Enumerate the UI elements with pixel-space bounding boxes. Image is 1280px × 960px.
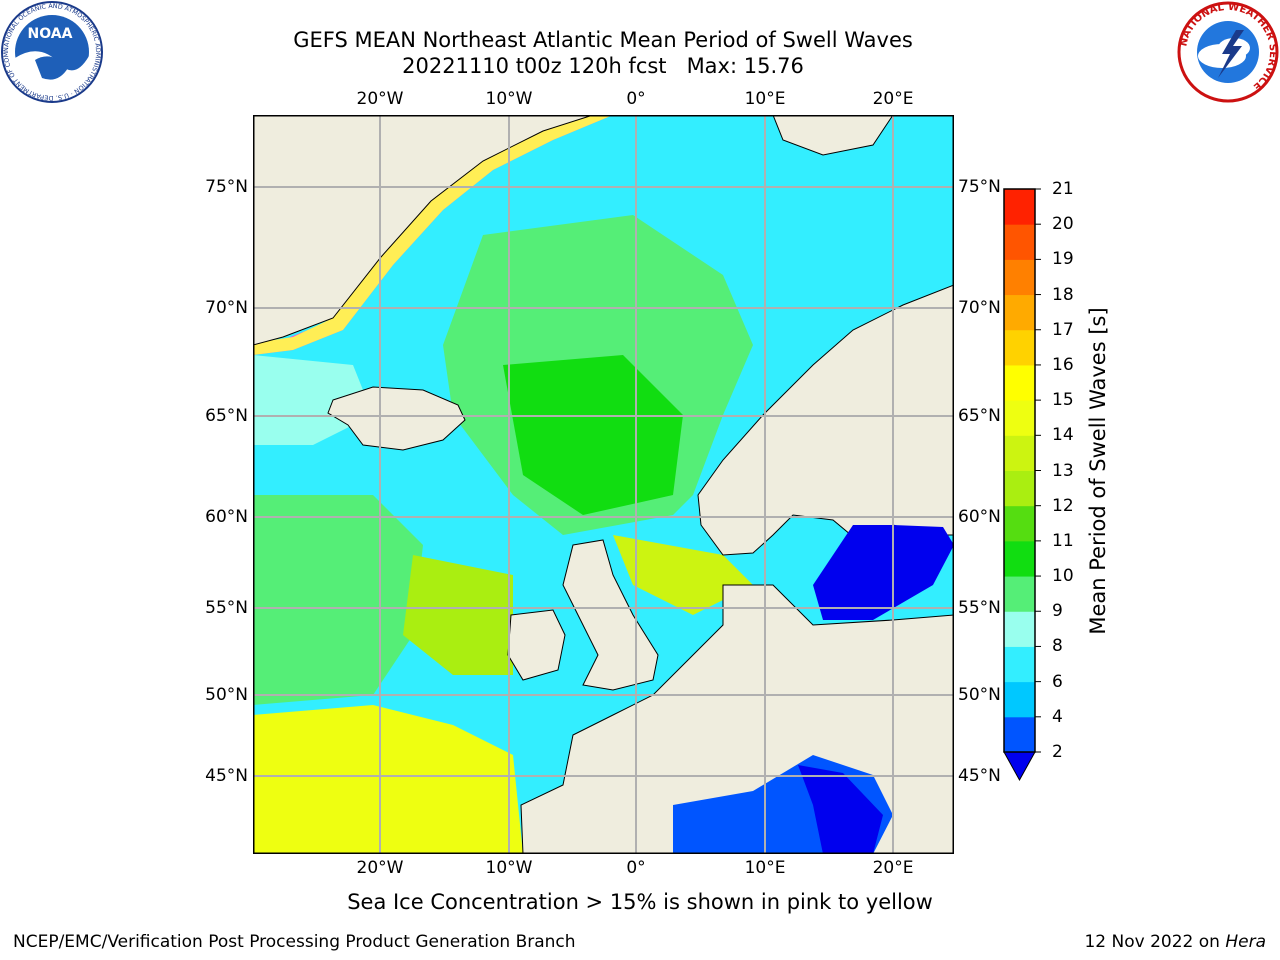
footer-organization: NCEP/EMC/Verification Post Processing Pr…: [13, 932, 576, 952]
lon-label-bottom-10w: 10°W: [485, 858, 533, 878]
colorbar-tick-label: 21: [1052, 179, 1074, 199]
swell-region-northsea: [613, 535, 753, 615]
lat-label-left-45: 45°N: [205, 766, 248, 786]
colorbar-tick-label: 12: [1052, 495, 1074, 516]
colorbar-swatch: [1004, 716, 1035, 753]
lon-label-top-10w: 10°W: [485, 89, 533, 109]
colorbar-tick-label: 18: [1052, 284, 1074, 305]
land-ireland: [507, 609, 566, 681]
chart-title: GEFS MEAN Northeast Atlantic Mean Period…: [293, 28, 913, 52]
colorbar-swatch: [1004, 294, 1035, 331]
colorbar-swatch: [1004, 540, 1035, 577]
chart-subtitle: 20221110 t00z 120h fcst Max: 15.76: [402, 54, 804, 78]
lon-label-top-0: 0°: [626, 89, 646, 109]
colorbar-tick-label: 14: [1052, 425, 1074, 446]
nws-logo-icon: NATIONAL WEATHER SERVICE: [1177, 1, 1279, 103]
colorbar-swatch: [1004, 259, 1035, 296]
lon-label-top-20e: 20°E: [872, 89, 914, 109]
colorbar-swatch: [1004, 435, 1035, 471]
lat-label-left-60: 60°N: [205, 507, 248, 527]
lat-label-right-70: 70°N: [958, 298, 1001, 318]
colorbar-tick-label: 9: [1052, 601, 1063, 622]
colorbar-swatch: [1004, 470, 1035, 507]
swell-region-core: [503, 355, 683, 515]
colorbar-swatch: [1004, 505, 1035, 542]
footer-date-text: 12 Nov 2022 on: [1084, 932, 1226, 952]
colorbar-swatch: [1004, 189, 1035, 225]
colorbar-swatch: [1004, 681, 1035, 718]
colorbar-tick-label: 10: [1052, 566, 1074, 587]
footer-host: Hera: [1225, 932, 1266, 952]
swell-region-yellow: [253, 705, 523, 854]
land-great-britain: [562, 539, 659, 691]
swell-region-lime: [403, 555, 513, 675]
sea-ice-note: Sea Ice Concentration > 15% is shown in …: [347, 890, 933, 914]
colorbar-tick-label: 8: [1052, 636, 1063, 657]
colorbar-swatch: [1004, 364, 1035, 401]
colorbar-tick-label: 20: [1052, 214, 1074, 235]
colorbar-tick-label: 4: [1052, 706, 1063, 727]
adriatic-sea: [798, 765, 883, 854]
lat-label-right-65: 65°N: [958, 406, 1001, 426]
lon-label-bottom-10e: 10°E: [744, 858, 786, 878]
graticule: [253, 115, 954, 854]
noaa-logo-text: NOAA: [28, 26, 73, 42]
colorbar-swatch: [1004, 646, 1035, 683]
colorbar-tick-label: 6: [1052, 671, 1063, 692]
colorbar-swatch: [1004, 611, 1035, 647]
lon-label-bottom-0: 0°: [626, 858, 646, 878]
colorbar-label: Mean Period of Swell Waves [s]: [1086, 307, 1110, 635]
colorbar-under-arrow: [1003, 751, 1036, 782]
lat-label-right-50: 50°N: [958, 685, 1001, 705]
lat-label-left-70: 70°N: [205, 298, 248, 318]
colorbar-tick-label: 19: [1052, 249, 1074, 270]
footer-date: 12 Nov 2022 on Hera: [1084, 932, 1266, 952]
land-iceland: [327, 386, 466, 451]
lon-label-bottom-20w: 20°W: [356, 858, 404, 878]
colorbar: [1003, 188, 1041, 782]
lat-label-left-75: 75°N: [205, 177, 248, 197]
lat-label-right-60: 60°N: [958, 507, 1001, 527]
colorbar-tick-label: 2: [1052, 742, 1063, 762]
colorbar-tick-label: 11: [1052, 530, 1074, 551]
colorbar-tick-label: 17: [1052, 319, 1074, 340]
baltic-sea: [813, 525, 954, 620]
lon-label-top-10e: 10°E: [744, 89, 786, 109]
colorbar-tick-label: 16: [1052, 354, 1074, 375]
lon-label-bottom-20e: 20°E: [872, 858, 914, 878]
lat-label-right-45: 45°N: [958, 766, 1001, 786]
colorbar-swatch: [1004, 400, 1035, 436]
lat-label-left-65: 65°N: [205, 406, 248, 426]
colorbar-swatch: [1004, 576, 1035, 612]
map-frame: [253, 115, 954, 854]
colorbar-tick-label: 15: [1052, 390, 1074, 411]
lat-label-left-55: 55°N: [205, 598, 248, 618]
land-greenland: [253, 115, 594, 346]
lat-label-left-50: 50°N: [205, 685, 248, 705]
colorbar-swatch: [1004, 224, 1035, 260]
lat-label-right-55: 55°N: [958, 598, 1001, 618]
lat-label-right-75: 75°N: [958, 177, 1001, 197]
map-border: [253, 115, 954, 854]
noaa-logo-icon: NATIONAL OCEANIC AND ATMOSPHERIC ADMINIS…: [0, 0, 103, 103]
colorbar-tick-label: 13: [1052, 460, 1074, 481]
land-svalbard: [772, 115, 894, 156]
colorbar-swatch: [1004, 329, 1035, 366]
lon-label-top-20w: 20°W: [356, 89, 404, 109]
